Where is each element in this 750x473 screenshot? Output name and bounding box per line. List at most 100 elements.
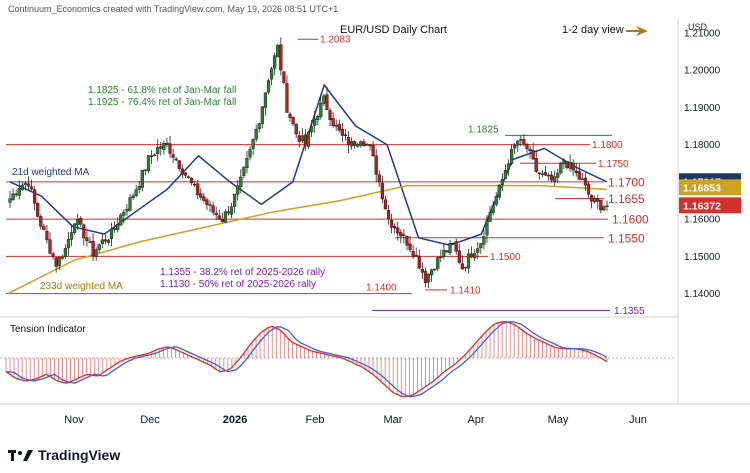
y-tick-label-1: 1.15000 (684, 252, 721, 263)
price-badge-label-1: 1.16853 (683, 182, 721, 194)
candle-body (537, 172, 541, 174)
candle-body (531, 150, 535, 160)
candle-body (349, 141, 354, 147)
price-badge-label-2: 1.16372 (683, 200, 721, 212)
chart-title: EUR/USD Daily Chart (340, 24, 447, 36)
candle-body (66, 238, 71, 249)
eurusd-chart[interactable]: 1.2083 1.1825 1.1800 1.1750 1.1700 1.1655 1.16… (0, 0, 750, 436)
candle-body (131, 195, 135, 198)
candle-body (119, 214, 123, 226)
candle-body (174, 158, 178, 161)
candle-body (559, 163, 563, 174)
candle-body (202, 196, 206, 201)
x-tick-label-1: Dec (140, 414, 160, 426)
candle-body (522, 139, 526, 145)
candle-body (534, 158, 538, 172)
candle-body (494, 196, 498, 205)
candle-body (245, 158, 249, 169)
candle-body (313, 118, 317, 126)
candle-body (291, 117, 295, 125)
candle-body (109, 228, 114, 239)
candle-body (153, 154, 157, 157)
annotation-382: 1.1355 - 38.2% ret of 2025-2026 rally (160, 267, 325, 278)
candle-body (88, 241, 92, 243)
candle-body (362, 141, 366, 147)
candle-body (85, 237, 89, 242)
candle-body (303, 134, 308, 146)
credit-text: Continuum_Economics created with Trading… (8, 4, 338, 14)
candle-body (229, 206, 234, 215)
candle-body (8, 198, 12, 203)
candle-body (463, 266, 468, 269)
candle-body (306, 131, 311, 147)
level-label-7: 1.1550 (608, 231, 645, 245)
candle-body (353, 141, 357, 146)
candle-body (282, 71, 286, 83)
candle-body (469, 253, 474, 258)
candle-body (288, 113, 292, 118)
candle-body (82, 224, 86, 239)
candle-body (586, 183, 591, 195)
candle-body (33, 189, 37, 204)
candle-body (510, 148, 514, 164)
candle-body (380, 182, 384, 200)
candle-body (113, 228, 117, 230)
x-tick-label-7: Jun (629, 414, 647, 426)
candle-body (134, 189, 138, 196)
candle-body (45, 230, 49, 241)
tradingview-brand[interactable]: TradingView (8, 447, 120, 463)
candle-body (294, 123, 298, 135)
candle-body (48, 239, 52, 254)
candle-body (248, 149, 252, 158)
candle-body (500, 178, 504, 185)
candle-body (454, 241, 458, 252)
candle-body (79, 217, 83, 225)
x-tick-label-4: Mar (384, 414, 403, 426)
view-label: 1-2 day view (562, 24, 624, 36)
candle-body (196, 183, 200, 196)
x-tick-label-0: Nov (64, 414, 84, 426)
candle-body (574, 170, 578, 174)
candle-body (386, 209, 391, 220)
x-tick-label-3: Feb (306, 414, 325, 426)
candle-body (116, 224, 120, 230)
annotation-764: 1.1925 - 76.4% ret of Jan-Mar fall (88, 97, 236, 108)
candle-body (208, 204, 212, 206)
candle-body (143, 169, 148, 171)
candle-body (565, 161, 569, 168)
price-badge-2 (679, 197, 741, 214)
footer: TradingView (0, 436, 750, 473)
candle-body (223, 211, 228, 223)
candle-body (23, 182, 27, 185)
candle-body (57, 256, 61, 266)
candle-body (168, 143, 172, 154)
candle-body (251, 139, 255, 149)
candle-body (242, 167, 246, 176)
arrow-right-icon (626, 26, 648, 36)
candle-body (482, 236, 486, 245)
candle-body (36, 202, 40, 217)
candle-body (399, 232, 403, 237)
candle-body (76, 219, 80, 226)
candle-body (162, 142, 166, 150)
candle-body (254, 128, 258, 140)
candle-body (346, 136, 351, 146)
candle-body (205, 199, 209, 206)
candle-body (239, 176, 243, 188)
candle-body (29, 186, 34, 190)
tradingview-logo-icon (8, 449, 33, 461)
candle-body (389, 219, 394, 228)
candle-body (426, 273, 431, 283)
candle-body (263, 92, 268, 108)
candle-body (593, 197, 597, 203)
candle-body (300, 135, 304, 142)
candle-body (140, 169, 144, 188)
candle-body (325, 94, 329, 111)
candle-body (279, 44, 283, 71)
y-tick-label-4: 1.19000 (684, 103, 721, 114)
candle-body (550, 174, 554, 181)
candle-body (553, 176, 557, 182)
candle-body (359, 141, 363, 146)
x-tick-label-6: May (548, 414, 569, 426)
candle-body (159, 146, 163, 149)
